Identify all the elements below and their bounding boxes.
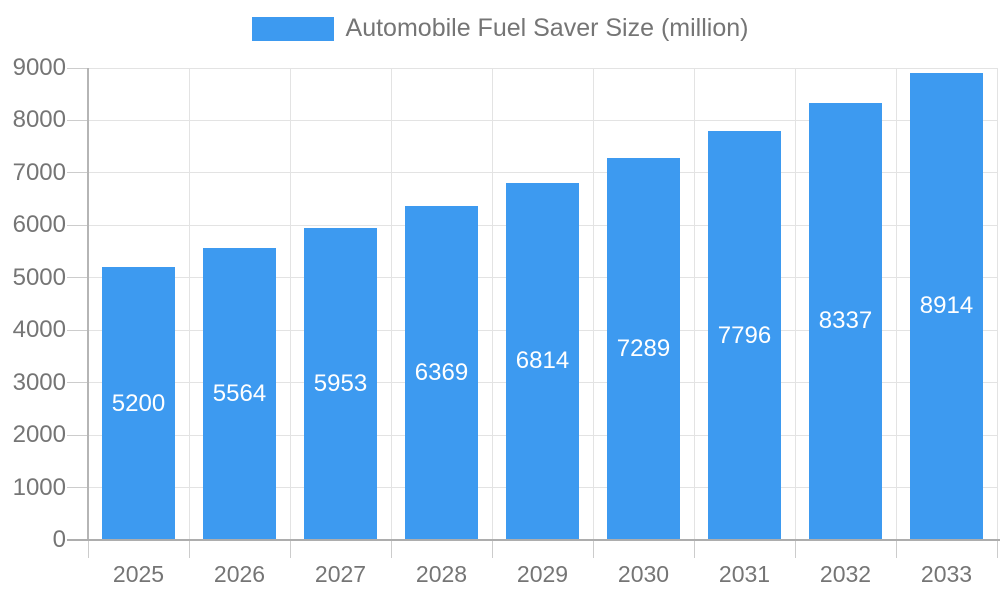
- gridline-vertical: [592, 68, 594, 540]
- gridline-vertical: [491, 68, 493, 540]
- legend-swatch: [251, 16, 334, 41]
- y-axis-tick-label: 6000: [12, 211, 66, 239]
- bar[interactable]: [304, 227, 377, 540]
- y-axis-tick: [67, 119, 88, 121]
- x-axis-tick: [289, 540, 291, 558]
- bar[interactable]: [607, 157, 680, 540]
- bar-value-label: 7796: [717, 321, 772, 349]
- x-axis-tick: [592, 540, 594, 558]
- x-axis-tick-label: 2027: [314, 561, 367, 587]
- gridline-vertical: [996, 68, 998, 540]
- y-axis-tick: [67, 277, 88, 279]
- bar-value-label: 7289: [616, 334, 671, 362]
- x-axis-tick-label: 2029: [516, 561, 569, 587]
- x-axis-tick-label: 2033: [920, 561, 973, 587]
- bar-value-label: 8337: [818, 307, 873, 335]
- x-axis-tick: [390, 540, 392, 558]
- bar-value-label: 5200: [111, 389, 166, 417]
- bar-value-label: 6814: [515, 347, 570, 375]
- gridline-horizontal: [88, 119, 997, 121]
- bar[interactable]: [102, 267, 175, 540]
- legend-label: Automobile Fuel Saver Size (million): [345, 14, 749, 42]
- y-axis-tick: [67, 67, 88, 69]
- y-axis-tick: [67, 224, 88, 226]
- y-axis-tick: [67, 329, 88, 331]
- x-axis-tick-label: 2026: [213, 561, 266, 587]
- x-axis-tick-label: 2028: [415, 561, 468, 587]
- bar[interactable]: [910, 72, 983, 540]
- gridline-vertical: [794, 68, 796, 540]
- x-axis-tick: [895, 540, 897, 558]
- x-axis-tick: [794, 540, 796, 558]
- y-axis-line: [87, 68, 89, 541]
- x-axis-tick-label: 2030: [617, 561, 670, 587]
- bar-value-label: 6369: [414, 358, 469, 386]
- y-axis-tick: [67, 382, 88, 384]
- x-axis-tick: [996, 540, 998, 558]
- bar[interactable]: [203, 248, 276, 540]
- gridline-vertical: [188, 68, 190, 540]
- y-axis-tick-label: 5000: [12, 263, 66, 291]
- y-axis-tick: [67, 172, 88, 174]
- y-axis-tick: [67, 434, 88, 436]
- y-axis-tick-label: 1000: [12, 473, 66, 501]
- gridline-vertical: [895, 68, 897, 540]
- y-axis-tick-label: 2000: [12, 421, 66, 449]
- gridline-vertical: [289, 68, 291, 540]
- y-axis-tick-label: 4000: [12, 316, 66, 344]
- bar[interactable]: [506, 182, 579, 540]
- y-axis-tick-label: 3000: [12, 368, 66, 396]
- bar[interactable]: [809, 102, 882, 540]
- bar-value-label: 5953: [313, 369, 368, 397]
- legend[interactable]: Automobile Fuel Saver Size (million): [0, 14, 1000, 43]
- y-axis-tick: [67, 487, 88, 489]
- gridline-horizontal: [88, 67, 997, 69]
- bar[interactable]: [708, 131, 781, 540]
- y-axis-tick-label: 8000: [12, 106, 66, 134]
- x-axis-tick-label: 2032: [819, 561, 872, 587]
- x-axis-tick-label: 2031: [718, 561, 771, 587]
- bar-value-label: 8914: [919, 292, 974, 320]
- gridline-horizontal: [88, 172, 997, 174]
- x-axis-line: [67, 539, 1000, 541]
- x-axis-tick: [693, 540, 695, 558]
- y-axis-tick-label: 0: [52, 526, 66, 553]
- x-axis-tick: [188, 540, 190, 558]
- gridline-vertical: [390, 68, 392, 540]
- bar[interactable]: [405, 205, 478, 540]
- y-axis-tick-label: 9000: [12, 54, 66, 81]
- x-axis-tick-label: 2025: [112, 561, 165, 587]
- bar-value-label: 5564: [212, 380, 267, 408]
- x-axis-tick: [491, 540, 493, 558]
- y-axis-tick-label: 7000: [12, 158, 66, 186]
- x-axis-tick: [87, 540, 89, 558]
- gridline-vertical: [693, 68, 695, 540]
